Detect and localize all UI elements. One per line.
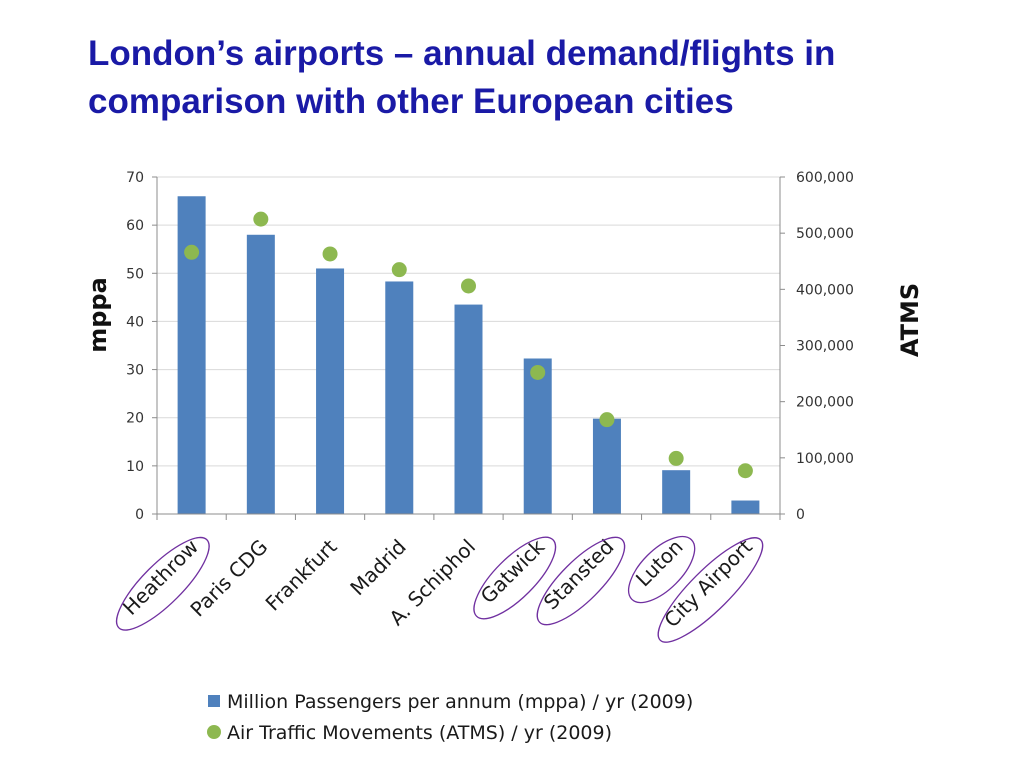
atm-point [322, 246, 338, 262]
legend-bar-label: Million Passengers per annum (mppa) / yr… [227, 691, 693, 713]
category-highlight-ellipse [657, 537, 764, 643]
y2-tick-label: 300,000 [796, 339, 854, 355]
bar [523, 358, 552, 514]
atm-point [737, 463, 753, 479]
dot-series [184, 211, 753, 479]
category-label: Luton [631, 535, 688, 592]
bar [592, 418, 621, 514]
axes: 0 10 20 30 40 50 60 70 0 100,000 200,000 300,000 400… [126, 170, 854, 523]
y-tick-label: 30 [126, 363, 144, 379]
bar [454, 304, 483, 514]
legend-dot-label: Air Traffic Movements (ATMS) / yr (2009) [227, 722, 612, 744]
atm-point [184, 244, 200, 260]
atm-point [668, 450, 684, 466]
y-tick-label: 50 [126, 266, 144, 282]
category-highlight-ellipse [628, 535, 696, 604]
y-tick-label: 70 [126, 170, 144, 186]
slide-title-line-2: comparison with other European cities [88, 82, 734, 121]
y2-tick-label: 0 [796, 507, 805, 523]
legend: Million Passengers per annum (mppa) / yr… [207, 691, 693, 744]
legend-bar-swatch [208, 695, 220, 707]
bar [246, 234, 275, 514]
y-tick-label: 10 [126, 459, 144, 475]
atm-point [530, 364, 546, 380]
y-tick-label: 20 [126, 411, 144, 427]
y2-axis-title: ATMS [896, 283, 924, 357]
bar [385, 281, 414, 514]
y-tick-label: 40 [126, 314, 144, 330]
bar [662, 470, 691, 514]
y2-tick-label: 200,000 [796, 395, 854, 411]
y2-tick-label: 400,000 [796, 282, 854, 298]
atm-point [599, 412, 615, 428]
y-axis-title: mppa [84, 277, 112, 353]
atm-point [253, 211, 269, 227]
category-highlight-ellipse [473, 536, 557, 620]
category-highlight-ellipse [115, 536, 210, 631]
bar [177, 196, 206, 514]
bar [731, 500, 760, 514]
atm-point [391, 262, 407, 278]
y2-tick-label: 100,000 [796, 451, 854, 467]
atm-point [461, 278, 476, 294]
y2-tick-label: 600,000 [796, 170, 854, 186]
category-highlight-ellipse [536, 536, 626, 626]
y2-tick-label: 500,000 [796, 226, 854, 242]
slide-title: London’s airports – annual demand/flight… [88, 30, 988, 126]
bar [316, 268, 345, 514]
category-label: Frankfurt [261, 534, 342, 615]
y-tick-label: 60 [126, 218, 144, 234]
category-label: Madrid [345, 535, 411, 601]
y-tick-label: 0 [135, 507, 144, 523]
category-label: Stansted [539, 535, 619, 615]
slide-title-line-1: London’s airports – annual demand/flight… [88, 34, 836, 73]
legend-dot-swatch [207, 725, 221, 739]
bar-series [177, 196, 760, 514]
